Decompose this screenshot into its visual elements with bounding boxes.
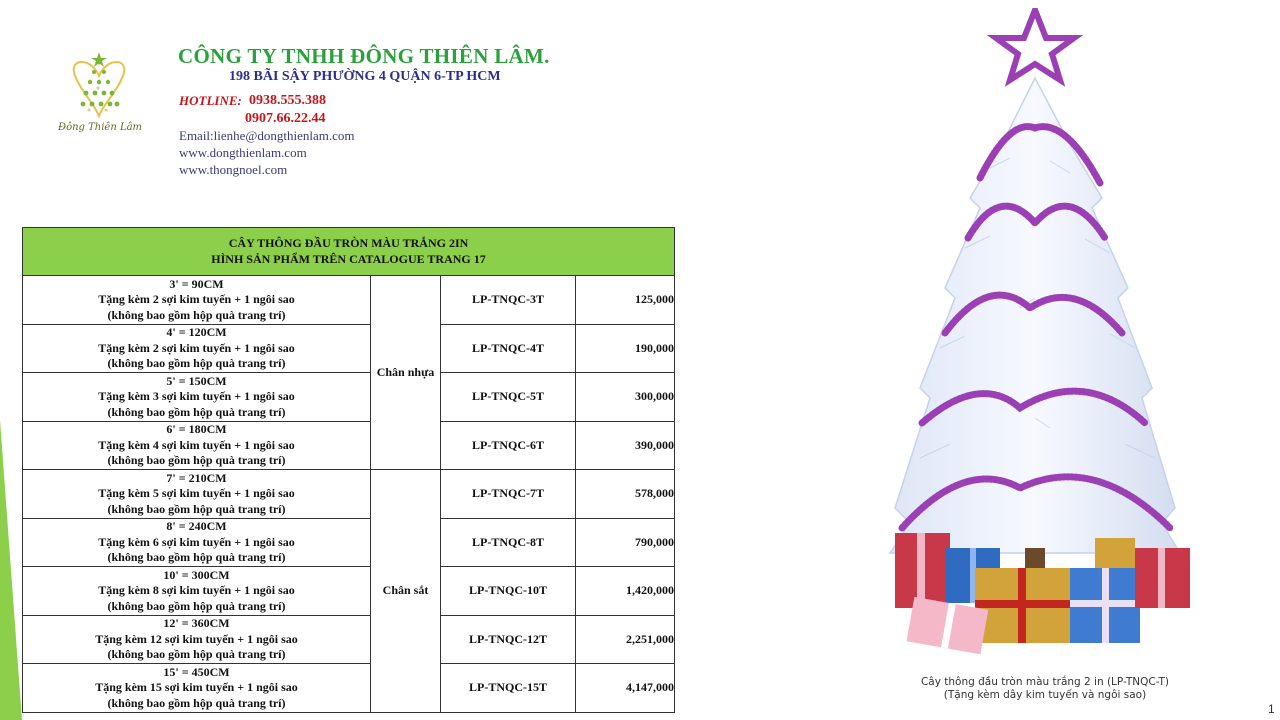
website-link-2[interactable]: www.thongnoel.com bbox=[179, 162, 288, 177]
note-text: (không bao gồm hộp quà trang trí) bbox=[107, 598, 286, 613]
price-cell: 2,251,000 bbox=[574, 614, 676, 664]
table-row: 4' = 120CM Tặng kèm 2 sợi kim tuyến + 1 n… bbox=[22, 323, 676, 373]
size-text: 10' = 300CM bbox=[163, 567, 230, 582]
gift-text: Tặng kèm 3 sợi kim tuyến + 1 ngôi sao bbox=[98, 389, 295, 403]
gift-text: Tặng kèm 4 sợi kim tuyến + 1 ngôi sao bbox=[98, 437, 295, 452]
gift-boxes bbox=[895, 533, 1190, 655]
green-corner-decoration bbox=[0, 420, 22, 720]
price-cell: 190,000 bbox=[574, 323, 676, 373]
size-text: 12' = 360CM bbox=[163, 616, 230, 630]
note-text: (không bao gồm hộp quà trang trí) bbox=[107, 307, 286, 322]
size-description-cell: 3' = 90CM Tặng kèm 2 sợi kim tuyến + 1 ng… bbox=[22, 275, 371, 325]
size-description-cell: 5' = 150CM Tặng kèm 3 sợi kim tuyến + 1 n… bbox=[22, 372, 371, 422]
product-code-cell: LP-TNQC-12T bbox=[440, 614, 576, 664]
size-text: 4' = 120CM bbox=[166, 325, 227, 339]
table-row: 6' = 180CM Tặng kèm 4 sợi kim tuyến + 1 n… bbox=[22, 420, 676, 470]
size-description-cell: 7' = 210CM Tặng kèm 5 sợi kim tuyến + 1 n… bbox=[22, 469, 371, 519]
price-table: CÂY THÔNG ĐẦU TRÒN MÀU TRẮNG 2IN HÌNH SẢ… bbox=[21, 227, 676, 713]
hotline-number-1: 0938.555.388 bbox=[249, 93, 326, 108]
product-code-cell: LP-TNQC-3T bbox=[440, 275, 576, 325]
hotline-number-2: 0907.66.22.44 bbox=[245, 111, 326, 126]
table-row: 7' = 210CM Tặng kèm 5 sợi kim tuyến + 1 n… bbox=[22, 469, 676, 713]
hotline-label: HOTLINE: bbox=[179, 93, 242, 108]
table-title: CÂY THÔNG ĐẦU TRÒN MÀU TRẮNG 2IN bbox=[228, 236, 469, 250]
price-cell: 578,000 bbox=[574, 469, 676, 519]
note-text: (không bao gồm hộp quà trang trí) bbox=[107, 501, 286, 516]
note-text: (không bao gồm hộp quà trang trí) bbox=[107, 404, 286, 419]
size-description-cell: 12' = 360CM Tặng kèm 12 sợi kim tuyến + 1… bbox=[22, 614, 371, 664]
price-cell: 4,147,000 bbox=[574, 663, 676, 713]
company-logo bbox=[72, 52, 126, 119]
size-text: 5' = 150CM bbox=[166, 373, 227, 388]
base-plastic-cell: Chân nhựa bbox=[370, 275, 441, 470]
gift-text: Tặng kèm 2 sợi kim tuyến + 1 ngôi sao bbox=[98, 340, 295, 355]
size-text: 7' = 210CM bbox=[166, 470, 227, 485]
table-row: 5' = 150CM Tặng kèm 3 sợi kim tuyến + 1 n… bbox=[22, 372, 676, 422]
caption-line-2: (Tặng kèm dây kim tuyến và ngôi sao) bbox=[943, 689, 1147, 701]
gift-text: Tặng kèm 2 sợi kim tuyến + 1 ngôi sao bbox=[98, 292, 295, 306]
size-description-cell: 8' = 240CM Tặng kèm 6 sợi kim tuyến + 1 n… bbox=[22, 517, 371, 567]
table-row: 15' = 450CM Tặng kèm 15 sợi kim tuyến + 1… bbox=[22, 663, 676, 713]
price-cell: 1,420,000 bbox=[574, 566, 676, 616]
note-text: (không bao gồm hộp quà trang trí) bbox=[107, 356, 286, 370]
gift-text: Tặng kèm 15 sợi kim tuyến + 1 ngôi sao bbox=[95, 680, 298, 694]
company-name: CÔNG TY TNHH ĐÔNG THIÊN LÂM. bbox=[178, 44, 550, 68]
website-link-1[interactable]: www.dongthienlam.com bbox=[179, 145, 307, 160]
email-text: Email:lienhe@dongthienlam.com bbox=[179, 128, 355, 143]
table-row: 10' = 300CM Tặng kèm 8 sợi kim tuyến + 1 … bbox=[22, 566, 676, 616]
product-code-cell: LP-TNQC-6T bbox=[440, 420, 576, 470]
table-header-row: CÂY THÔNG ĐẦU TRÒN MÀU TRẮNG 2IN HÌNH SẢ… bbox=[21, 227, 676, 276]
product-code-cell: LP-TNQC-10T bbox=[440, 566, 576, 616]
table-title-cell: CÂY THÔNG ĐẦU TRÒN MÀU TRẮNG 2IN HÌNH SẢ… bbox=[21, 227, 676, 276]
price-cell: 300,000 bbox=[574, 372, 676, 422]
product-code-cell: LP-TNQC-15T bbox=[440, 663, 576, 713]
size-text: 3' = 90CM bbox=[169, 276, 224, 291]
base-iron-cell: Chân sắt bbox=[370, 469, 441, 713]
size-text: 6' = 180CM bbox=[166, 422, 227, 436]
note-text: (không bao gồm hộp quà trang trí) bbox=[107, 453, 286, 467]
size-description-cell: 10' = 300CM Tặng kèm 8 sợi kim tuyến + 1 … bbox=[22, 566, 371, 616]
price-cell: 390,000 bbox=[574, 420, 676, 470]
price-cell: 125,000 bbox=[574, 275, 676, 325]
size-text: 15' = 450CM bbox=[163, 664, 230, 679]
gift-text: Tặng kèm 6 sợi kim tuyến + 1 ngôi sao bbox=[98, 534, 295, 549]
size-description-cell: 15' = 450CM Tặng kèm 15 sợi kim tuyến + 1… bbox=[22, 663, 371, 713]
size-description-cell: 4' = 120CM Tặng kèm 2 sợi kim tuyến + 1 n… bbox=[22, 323, 371, 373]
gift-text: Tặng kèm 5 sợi kim tuyến + 1 ngôi sao bbox=[98, 486, 295, 500]
company-address: 198 BÃI SẬY PHƯỜNG 4 QUẬN 6-TP HCM bbox=[229, 69, 501, 84]
size-text: 8' = 240CM bbox=[166, 519, 227, 533]
table-subtitle: HÌNH SẢN PHẨM TRÊN CATALOGUE TRANG 17 bbox=[211, 251, 486, 266]
product-code-cell: LP-TNQC-4T bbox=[440, 323, 576, 373]
logo-text: Đông Thiên Lâm bbox=[58, 122, 143, 133]
note-text: (không bao gồm hộp quà trang trí) bbox=[107, 695, 286, 710]
page-number: 1 bbox=[1268, 702, 1275, 716]
product-caption: Cây thông đầu tròn màu trắng 2 in (LP-TN… bbox=[870, 676, 1220, 702]
price-cell: 790,000 bbox=[574, 517, 676, 567]
table-row: 12' = 360CM Tặng kèm 12 sợi kim tuyến + 1… bbox=[22, 614, 676, 664]
note-text: (không bao gồm hộp quà trang trí) bbox=[107, 647, 286, 661]
caption-line-1: Cây thông đầu tròn màu trắng 2 in (LP-TN… bbox=[920, 676, 1170, 688]
product-code-cell: LP-TNQC-7T bbox=[440, 469, 576, 519]
note-text: (không bao gồm hộp quà trang trí) bbox=[107, 550, 286, 564]
product-code-cell: LP-TNQC-8T bbox=[440, 517, 576, 567]
christmas-tree-image bbox=[888, 8, 1190, 655]
size-description-cell: 6' = 180CM Tặng kèm 4 sợi kim tuyến + 1 n… bbox=[22, 420, 371, 470]
product-code-cell: LP-TNQC-5T bbox=[440, 372, 576, 422]
gift-text: Tặng kèm 8 sợi kim tuyến + 1 ngôi sao bbox=[98, 583, 295, 597]
table-row: 3' = 90CM Tặng kèm 2 sợi kim tuyến + 1 ng… bbox=[22, 275, 676, 470]
gift-text: Tặng kèm 12 sợi kim tuyến + 1 ngôi sao bbox=[95, 631, 298, 646]
table-row: 8' = 240CM Tặng kèm 6 sợi kim tuyến + 1 n… bbox=[22, 517, 676, 567]
